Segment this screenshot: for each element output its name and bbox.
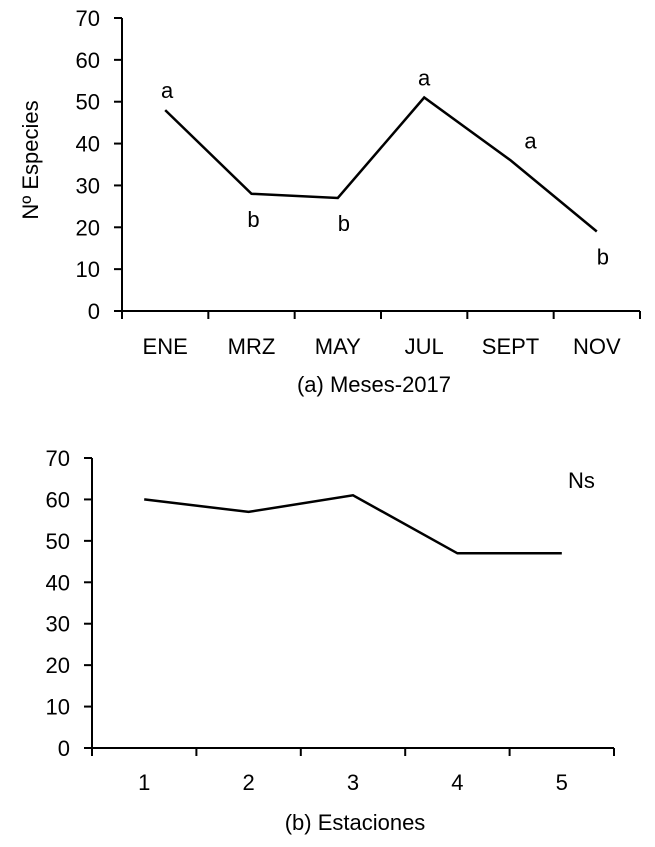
chart-b-note: Ns [568, 468, 595, 493]
x-tick-label: JUL [405, 334, 444, 359]
x-tick-label: ENE [143, 334, 188, 359]
x-tick-label: 3 [347, 770, 359, 795]
chart-b-x-ticks: 1 2 3 4 5 [91, 748, 615, 795]
y-tick-label: 0 [88, 299, 100, 324]
x-tick-label: 2 [242, 770, 254, 795]
y-tick-label: 70 [76, 6, 100, 31]
chart-a-y-label: Nº Especies [18, 100, 43, 219]
chart-a-annotations: a b b a a b [161, 66, 609, 270]
significance-label: b [247, 207, 259, 232]
significance-label: b [338, 211, 350, 236]
significance-label: a [161, 78, 174, 103]
y-tick-label: 20 [46, 653, 70, 678]
y-tick-label: 20 [76, 215, 100, 240]
chart-a-x-label: (a) Meses-2017 [297, 372, 451, 397]
chart-a-x-ticks: ENE MRZ MAY JUL SEPT NOV [121, 311, 641, 359]
significance-label: b [597, 244, 609, 269]
significance-label: a [418, 66, 431, 91]
y-tick-label: 40 [76, 132, 100, 157]
x-tick-label: NOV [573, 334, 621, 359]
y-tick-label: 30 [46, 612, 70, 637]
chart-b-series-line [144, 493, 562, 555]
significance-label: a [524, 128, 537, 153]
y-tick-label: 50 [46, 529, 70, 554]
x-tick-label: MRZ [228, 334, 276, 359]
x-tick-label: MAY [315, 334, 361, 359]
y-tick-label: 30 [76, 173, 100, 198]
chart-b-x-label: (b) Estaciones [285, 810, 426, 835]
y-tick-label: 0 [58, 736, 70, 761]
y-tick-label: 70 [46, 446, 70, 471]
y-tick-label: 10 [76, 257, 100, 282]
y-tick-label: 50 [76, 90, 100, 115]
chart-a-y-ticks: 0 10 20 30 40 50 60 70 [76, 6, 122, 324]
chart-b-y-ticks: 0 10 20 30 40 50 60 70 [46, 446, 92, 761]
x-tick-label: 1 [138, 770, 150, 795]
x-tick-label: SEPT [482, 334, 539, 359]
y-tick-label: 10 [46, 695, 70, 720]
x-tick-label: 4 [451, 770, 463, 795]
y-tick-label: 60 [76, 48, 100, 73]
y-tick-label: 40 [46, 570, 70, 595]
chart-b-estaciones: 0 10 20 30 40 50 60 70 1 2 3 4 5 Ns (b) Estaciones [46, 446, 615, 835]
chart-a-series-line [164, 95, 598, 233]
x-tick-label: 5 [556, 770, 568, 795]
y-tick-label: 60 [46, 487, 70, 512]
